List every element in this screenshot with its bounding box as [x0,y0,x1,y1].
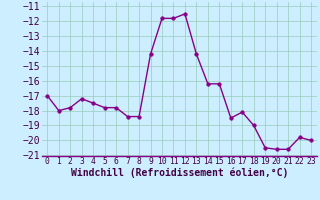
X-axis label: Windchill (Refroidissement éolien,°C): Windchill (Refroidissement éolien,°C) [70,168,288,178]
